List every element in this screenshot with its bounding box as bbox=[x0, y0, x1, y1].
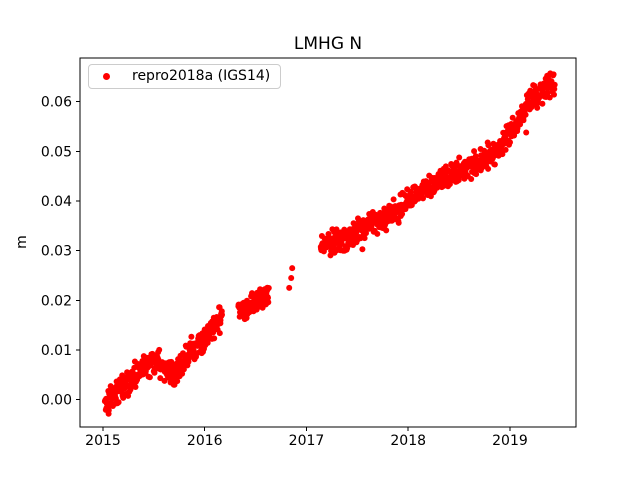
y-tick-label: 0.04 bbox=[41, 194, 72, 210]
scatter-series bbox=[101, 70, 558, 417]
scatter-point bbox=[395, 219, 402, 226]
y-tick-label: 0.00 bbox=[41, 393, 72, 409]
scatter-point bbox=[455, 177, 462, 184]
scatter-point bbox=[180, 366, 187, 373]
scatter-point bbox=[151, 369, 158, 376]
x-axis-ticks: 2015 2016 2017 2018 2019 bbox=[85, 427, 528, 449]
scatter-point bbox=[550, 71, 557, 78]
scatter-point bbox=[420, 195, 426, 202]
scatter-point bbox=[383, 227, 390, 234]
scatter-point bbox=[361, 235, 368, 242]
scatter-point bbox=[146, 374, 153, 381]
scatter-point bbox=[286, 284, 293, 291]
scatter-point bbox=[507, 139, 513, 146]
scatter-point bbox=[147, 360, 154, 367]
scatter-point bbox=[491, 161, 498, 168]
scatter-point bbox=[289, 265, 296, 272]
legend-entry-label: repro2018a (IGS14) bbox=[132, 68, 271, 84]
axes-frame bbox=[79, 57, 577, 428]
scatter-point bbox=[544, 90, 551, 96]
scatter-point bbox=[132, 384, 139, 390]
y-tick-label: 0.01 bbox=[41, 343, 72, 359]
y-tick-label: 0.05 bbox=[41, 144, 72, 160]
scatter-point bbox=[188, 333, 195, 340]
scatter-point bbox=[161, 377, 168, 384]
scatter-point bbox=[288, 275, 295, 281]
scatter-point bbox=[523, 129, 530, 136]
y-tick-label: 0.02 bbox=[41, 293, 72, 309]
chart-title: LMHG N bbox=[294, 34, 362, 54]
scatter-point bbox=[211, 335, 218, 342]
scatter-point bbox=[499, 151, 506, 158]
scatter-point bbox=[468, 176, 475, 182]
scatter-point bbox=[265, 299, 272, 306]
scatter-point bbox=[344, 245, 351, 252]
x-tick-label: 2017 bbox=[289, 433, 325, 449]
x-tick-label: 2018 bbox=[390, 433, 426, 449]
scatter-point bbox=[485, 165, 492, 172]
scatter-point bbox=[156, 346, 163, 353]
scatter-point bbox=[456, 154, 463, 161]
y-axis-label: m bbox=[14, 235, 30, 249]
scatter-point bbox=[485, 142, 492, 149]
scatter-point bbox=[522, 111, 529, 118]
scatter-point bbox=[390, 196, 397, 203]
scatter-point bbox=[216, 330, 223, 337]
scatter-point bbox=[546, 94, 553, 101]
legend-marker-dot bbox=[103, 72, 110, 80]
scatter-point bbox=[374, 230, 381, 237]
scatter-point bbox=[105, 407, 112, 414]
scatter-point bbox=[502, 146, 509, 153]
scatter-point bbox=[471, 148, 478, 155]
scatter-point bbox=[219, 311, 225, 318]
scatter-point bbox=[517, 121, 524, 128]
scatter-point bbox=[399, 211, 406, 217]
scatter-point bbox=[551, 91, 557, 98]
scatter-point bbox=[533, 99, 540, 106]
scatter-point bbox=[359, 246, 366, 253]
x-tick-label: 2019 bbox=[492, 433, 528, 449]
scatter-point bbox=[473, 171, 480, 178]
scatter-point bbox=[115, 399, 122, 406]
x-tick-label: 2015 bbox=[85, 433, 121, 449]
legend-box: repro2018a (IGS14) bbox=[88, 64, 282, 89]
scatter-point bbox=[174, 378, 181, 385]
scatter-point bbox=[325, 231, 332, 237]
scatter-point bbox=[483, 159, 490, 166]
y-axis-ticks: 0.00 0.01 0.02 0.03 0.04 0.05 0.06 bbox=[41, 95, 80, 409]
scatter-point bbox=[265, 285, 272, 291]
scatter-point bbox=[265, 294, 271, 301]
y-tick-label: 0.06 bbox=[41, 95, 72, 111]
y-tick-label: 0.03 bbox=[41, 244, 72, 260]
scatter-point bbox=[520, 117, 527, 124]
scatter-point bbox=[551, 81, 558, 88]
x-tick-label: 2016 bbox=[187, 433, 223, 449]
scatter-point bbox=[551, 86, 558, 92]
scatter-point bbox=[539, 100, 546, 107]
scatter-point bbox=[534, 104, 541, 111]
